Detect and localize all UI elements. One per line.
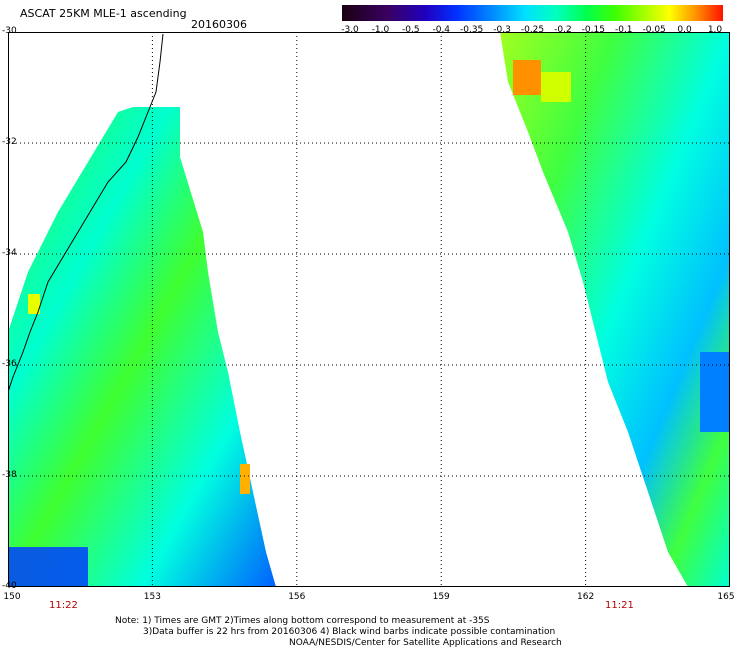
coastline [8, 33, 164, 393]
lat-label: -40 [2, 581, 17, 591]
colorbar-label: -0.15 [581, 25, 605, 35]
lon-label: 162 [577, 592, 595, 602]
colorbar-label: 1.0 [707, 25, 723, 35]
map-border [8, 32, 730, 587]
lon-label: 153 [143, 592, 161, 602]
pass-time-left: 11:22 [49, 600, 78, 611]
lon-label: 150 [3, 592, 21, 602]
colorbar-label: -1.0 [371, 25, 390, 35]
map-plot [8, 32, 730, 587]
colorbar-label: -3.0 [341, 25, 359, 35]
graticule [8, 32, 730, 587]
lon-label: 159 [432, 592, 450, 602]
swath-left-orange-spot [240, 464, 250, 494]
colorbar-label: -0.1 [614, 25, 633, 35]
colorbar-label: -0.05 [642, 25, 666, 35]
colorbar-label: -0.5 [402, 25, 420, 35]
swath-left-blue-corner [8, 547, 88, 587]
lon-label: 156 [288, 592, 306, 602]
map-title: ASCAT 25KM MLE-1 ascending [20, 7, 187, 20]
lon-label: 165 [717, 592, 735, 602]
colorbar-label: -0.3 [493, 25, 511, 35]
swath-right [500, 32, 730, 587]
swath-right-blue-edge [700, 352, 730, 432]
swath-left [8, 107, 276, 587]
lat-label: -38 [2, 470, 17, 480]
credit-line: NOAA/NESDIS/Center for Satellite Applica… [289, 638, 562, 648]
note-line-1: Note: 1) Times are GMT 2)Times along bot… [115, 616, 490, 626]
lat-label: -32 [2, 137, 17, 147]
pass-time-right: 11:21 [605, 600, 634, 611]
lat-label: -30 [2, 26, 17, 36]
note-line-2: 3)Data buffer is 22 hrs from 20160306 4)… [143, 627, 556, 637]
colorbar [342, 5, 723, 21]
colorbar-label: -0.25 [520, 25, 545, 35]
swath-right-yellow-spot [541, 72, 571, 102]
map-date: 20160306 [191, 18, 247, 31]
swath-left-yellow-spot [28, 294, 40, 314]
colorbar-label: -0.4 [432, 25, 451, 35]
colorbar-label: -0.2 [554, 25, 572, 35]
colorbar-label: 0.0 [677, 25, 692, 35]
lat-label: -36 [2, 359, 17, 369]
lat-label: -34 [2, 248, 17, 258]
colorbar-label: -0.35 [460, 25, 484, 35]
swath-right-orange-spot [513, 60, 541, 95]
